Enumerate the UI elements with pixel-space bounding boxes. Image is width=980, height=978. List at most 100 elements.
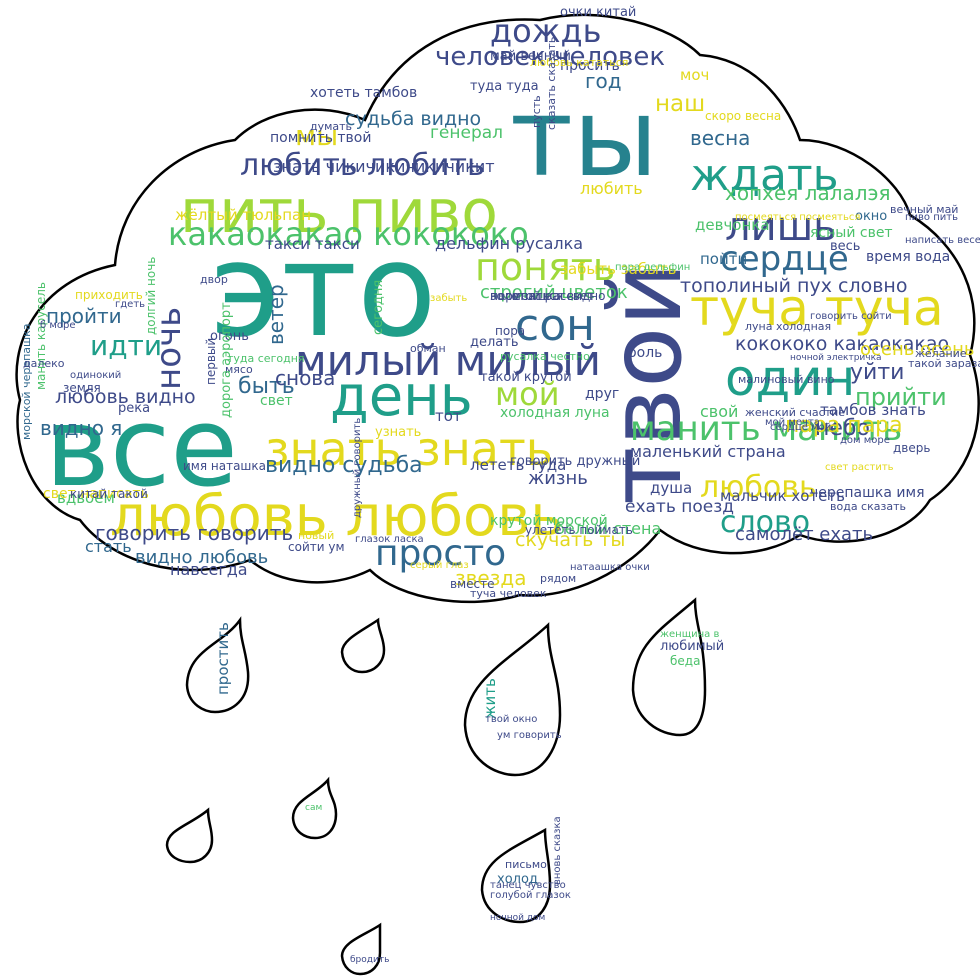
cloud-word: глазок ласка [355,534,424,545]
cloud-word: милый милый [295,336,601,385]
cloud-word: мой [495,375,560,413]
cloud-word: любить любить [240,148,485,183]
drop-word: беда [670,654,700,668]
cloud-word: сегодня [371,280,386,335]
cloud-word: самолёт ехать [735,524,873,545]
cloud-word: пить пиво [180,177,498,247]
cloud-word: тополиный пух словно [680,275,907,297]
cloud-word: серый глаз [410,560,469,571]
cloud-word: навсегда [170,560,248,579]
cloud-word: б море [40,320,76,331]
cloud-word: вода сказать [830,500,906,513]
cloud-word: нерепашка [490,289,561,303]
cloud-word: любовь любовь [110,484,563,549]
cloud-word: белый стена [555,519,661,538]
drop-word: любимый [660,639,724,654]
cloud-word: черепашка имя [810,485,925,501]
cloud-word: такой крутой [480,370,572,385]
cloud-word: свет растить [825,462,894,473]
raindrop [165,807,214,864]
cloud-word: один [725,349,855,407]
cloud-word: знать чикичикичикичикит [273,157,495,176]
cloud-word: боль [628,345,662,361]
cloud-word: свет [260,393,293,409]
cloud-word: твой [587,262,704,505]
cloud-word: все [45,383,238,511]
cloud-word: хотеть тамбов [310,85,417,101]
raindrop [340,617,386,674]
cloud-word: прийти [855,383,947,411]
cloud-word: женский счастие [745,406,845,419]
cloud-word: манить манить [630,409,902,449]
drop-word: сам [305,803,322,813]
cloud-word: тамбов знать [820,401,926,419]
cloud-word: новый [298,529,334,542]
cloud-word: лететь туда [470,456,566,474]
cloud-word: написать весенний [905,235,980,246]
drop-word: твой окно [485,714,537,725]
cloud-word: забыть забыть [560,260,676,278]
cloud-word: натаaшка очки [570,562,650,573]
cloud-word: дождь [490,12,602,50]
cloud-word: одинокий [70,370,121,381]
cloud-word: окно [855,209,887,224]
cloud-word: наш [655,91,705,117]
cloud-word: долгий ночь [144,257,158,335]
cloud-shape [15,13,980,604]
cloud-word: скоро весна [705,109,781,123]
cloud-word: кокококо какаокакао [735,333,949,355]
drop-word: простить [214,622,232,695]
cloud-word: девчонка [695,216,770,234]
cloud-word: пойти [700,250,747,268]
cloud-word: тот [435,407,462,425]
cloud-word: ехать поезд [625,497,734,517]
cloud-word: пусть [530,95,543,128]
cloud-word: дорога аэропорт [219,302,234,418]
cloud-word: огонь [210,329,249,344]
drop-word: ум говорить [497,730,562,741]
cloud-word: вместе [450,577,494,591]
cloud-word: снова [275,366,335,390]
cloud-word: морской черепашка [20,324,33,440]
cloud-word: дельфин русалка [435,234,583,253]
cloud-word: видно судьба [265,453,423,478]
cloud-word: золотой рассвет [490,289,594,303]
drop-word: бродить [350,955,389,965]
cloud-word: строгий цветок [480,282,628,303]
cloud-word: человек человек [435,42,665,72]
cloud-word: любовь видно [55,386,196,408]
cloud-word: пиво пить [905,212,958,223]
cloud-word: говорить дружный [510,454,640,469]
cloud-word: сказать сказать [545,37,558,130]
cloud-word: посмеяться видно [490,289,606,303]
cloud-word: любовь [700,470,817,505]
cloud-word: крутой морской [490,513,608,529]
cloud-word: обман [410,342,446,355]
cloud-word: пора [495,324,525,338]
cloud-word: улететь поймать [525,523,633,537]
cloud-word: судьба видно [345,108,481,130]
cloud-word: делать [470,335,519,350]
cloud-word: свой [700,402,738,421]
cloud-word: весь [830,239,860,254]
cloud-word: год [585,69,622,93]
cloud-word: быть [238,374,295,399]
drop-word: письмо [505,858,547,871]
cloud-word: ночной электричка [790,353,882,363]
cloud-word: уйти [850,360,904,385]
cloud-word: манить карусель [34,282,48,390]
cloud-word: ветер [264,284,288,345]
cloud-word: сон [515,300,595,351]
cloud-word: понять [475,245,615,289]
cloud-word: луна холодная [745,320,831,333]
cloud-word: слово [720,505,810,540]
cloud-word: это [210,214,437,366]
cloud-word: туча человек [470,587,547,600]
cloud-word: просто [375,533,506,574]
cloud-word: звезда [455,566,526,590]
cloud-word: вдвоём [57,489,115,507]
cloud-word: туда туда [470,79,539,94]
drop-word: холод [497,872,538,887]
cloud-word: очки китай [560,5,636,20]
